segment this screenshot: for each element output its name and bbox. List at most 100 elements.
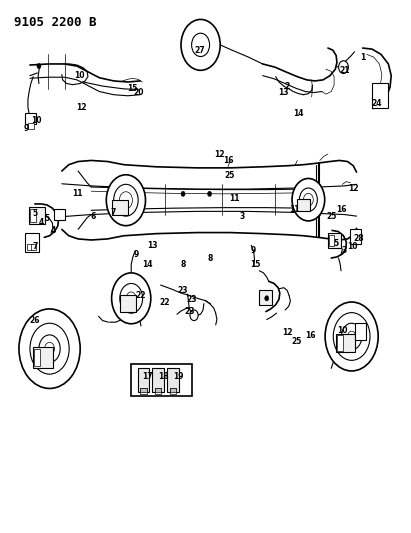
- Circle shape: [30, 323, 69, 374]
- Text: 16: 16: [305, 331, 315, 340]
- Circle shape: [126, 292, 136, 305]
- Text: 20: 20: [133, 88, 143, 97]
- Text: 16: 16: [336, 205, 346, 214]
- Circle shape: [339, 61, 349, 74]
- Bar: [138, 368, 149, 392]
- Bar: [152, 368, 164, 392]
- Bar: [140, 389, 147, 392]
- Text: 23: 23: [185, 307, 195, 316]
- Text: 12: 12: [76, 103, 87, 112]
- Circle shape: [333, 313, 370, 360]
- Text: 11: 11: [289, 205, 300, 214]
- Bar: [140, 389, 147, 394]
- Text: 14: 14: [142, 261, 153, 269]
- Text: 21: 21: [339, 66, 349, 75]
- Bar: [55, 209, 65, 220]
- Bar: [28, 123, 34, 128]
- Circle shape: [45, 342, 55, 355]
- Bar: [167, 368, 178, 392]
- Bar: [30, 209, 36, 222]
- Bar: [372, 83, 388, 109]
- Bar: [328, 233, 341, 248]
- Bar: [25, 113, 37, 124]
- Bar: [34, 349, 40, 366]
- Text: 3: 3: [342, 246, 347, 255]
- Bar: [33, 347, 53, 368]
- Text: 7: 7: [32, 242, 37, 251]
- Bar: [329, 235, 334, 246]
- Text: 13: 13: [147, 241, 158, 250]
- Text: 11: 11: [230, 194, 240, 203]
- Circle shape: [348, 331, 356, 342]
- Text: 22: 22: [135, 291, 145, 300]
- Circle shape: [190, 310, 198, 320]
- Text: 28: 28: [353, 235, 364, 244]
- Bar: [25, 233, 39, 252]
- Bar: [259, 290, 272, 305]
- Text: 17: 17: [142, 372, 153, 381]
- Bar: [131, 364, 192, 397]
- Text: 15: 15: [250, 261, 261, 269]
- Text: 9105 2200 B: 9105 2200 B: [14, 16, 96, 29]
- Text: 25: 25: [292, 337, 302, 346]
- Bar: [336, 334, 355, 352]
- Text: 4: 4: [51, 227, 56, 236]
- Circle shape: [181, 19, 220, 70]
- Text: 6: 6: [90, 212, 96, 221]
- Bar: [337, 335, 343, 351]
- Bar: [155, 389, 162, 392]
- Circle shape: [192, 33, 210, 56]
- Circle shape: [37, 63, 41, 69]
- Text: 25: 25: [326, 212, 337, 221]
- Text: 8: 8: [208, 254, 213, 263]
- Text: 18: 18: [158, 372, 169, 381]
- Bar: [155, 389, 162, 394]
- Circle shape: [112, 273, 151, 324]
- Text: 25: 25: [224, 171, 234, 180]
- Circle shape: [342, 323, 362, 350]
- Text: 10: 10: [347, 242, 358, 251]
- Text: 24: 24: [372, 99, 382, 108]
- Text: 7: 7: [111, 208, 116, 217]
- Text: 22: 22: [159, 298, 170, 307]
- Text: 15: 15: [127, 84, 137, 93]
- Bar: [29, 207, 45, 224]
- Bar: [120, 295, 136, 312]
- Text: 5: 5: [44, 214, 50, 223]
- Text: 19: 19: [173, 372, 184, 381]
- Text: 8: 8: [180, 260, 186, 269]
- Text: 23: 23: [186, 295, 196, 304]
- Text: 10: 10: [337, 326, 348, 335]
- Bar: [350, 229, 360, 244]
- Circle shape: [265, 296, 269, 301]
- Circle shape: [119, 192, 132, 209]
- Bar: [297, 199, 310, 211]
- Bar: [170, 389, 176, 392]
- Circle shape: [299, 188, 317, 212]
- Text: 5: 5: [334, 239, 339, 248]
- Text: 26: 26: [30, 316, 40, 325]
- Text: 10: 10: [74, 71, 85, 80]
- Text: 9: 9: [250, 246, 256, 255]
- Text: 11: 11: [72, 189, 82, 198]
- Circle shape: [120, 284, 143, 313]
- Bar: [31, 244, 36, 249]
- Circle shape: [325, 302, 378, 371]
- Text: 10: 10: [31, 116, 42, 125]
- Text: 12: 12: [215, 150, 225, 159]
- Circle shape: [19, 309, 80, 389]
- Text: 2: 2: [284, 82, 290, 91]
- Text: 13: 13: [278, 88, 288, 97]
- Text: 4: 4: [39, 218, 44, 227]
- Bar: [113, 200, 128, 215]
- Text: 12: 12: [348, 183, 358, 192]
- Text: 9: 9: [23, 124, 28, 133]
- Bar: [27, 244, 32, 249]
- Circle shape: [181, 191, 185, 197]
- Circle shape: [292, 179, 325, 221]
- Text: 9: 9: [134, 251, 139, 260]
- Text: 16: 16: [223, 156, 233, 165]
- Bar: [170, 389, 176, 394]
- Circle shape: [208, 191, 212, 197]
- Text: 5: 5: [32, 209, 37, 218]
